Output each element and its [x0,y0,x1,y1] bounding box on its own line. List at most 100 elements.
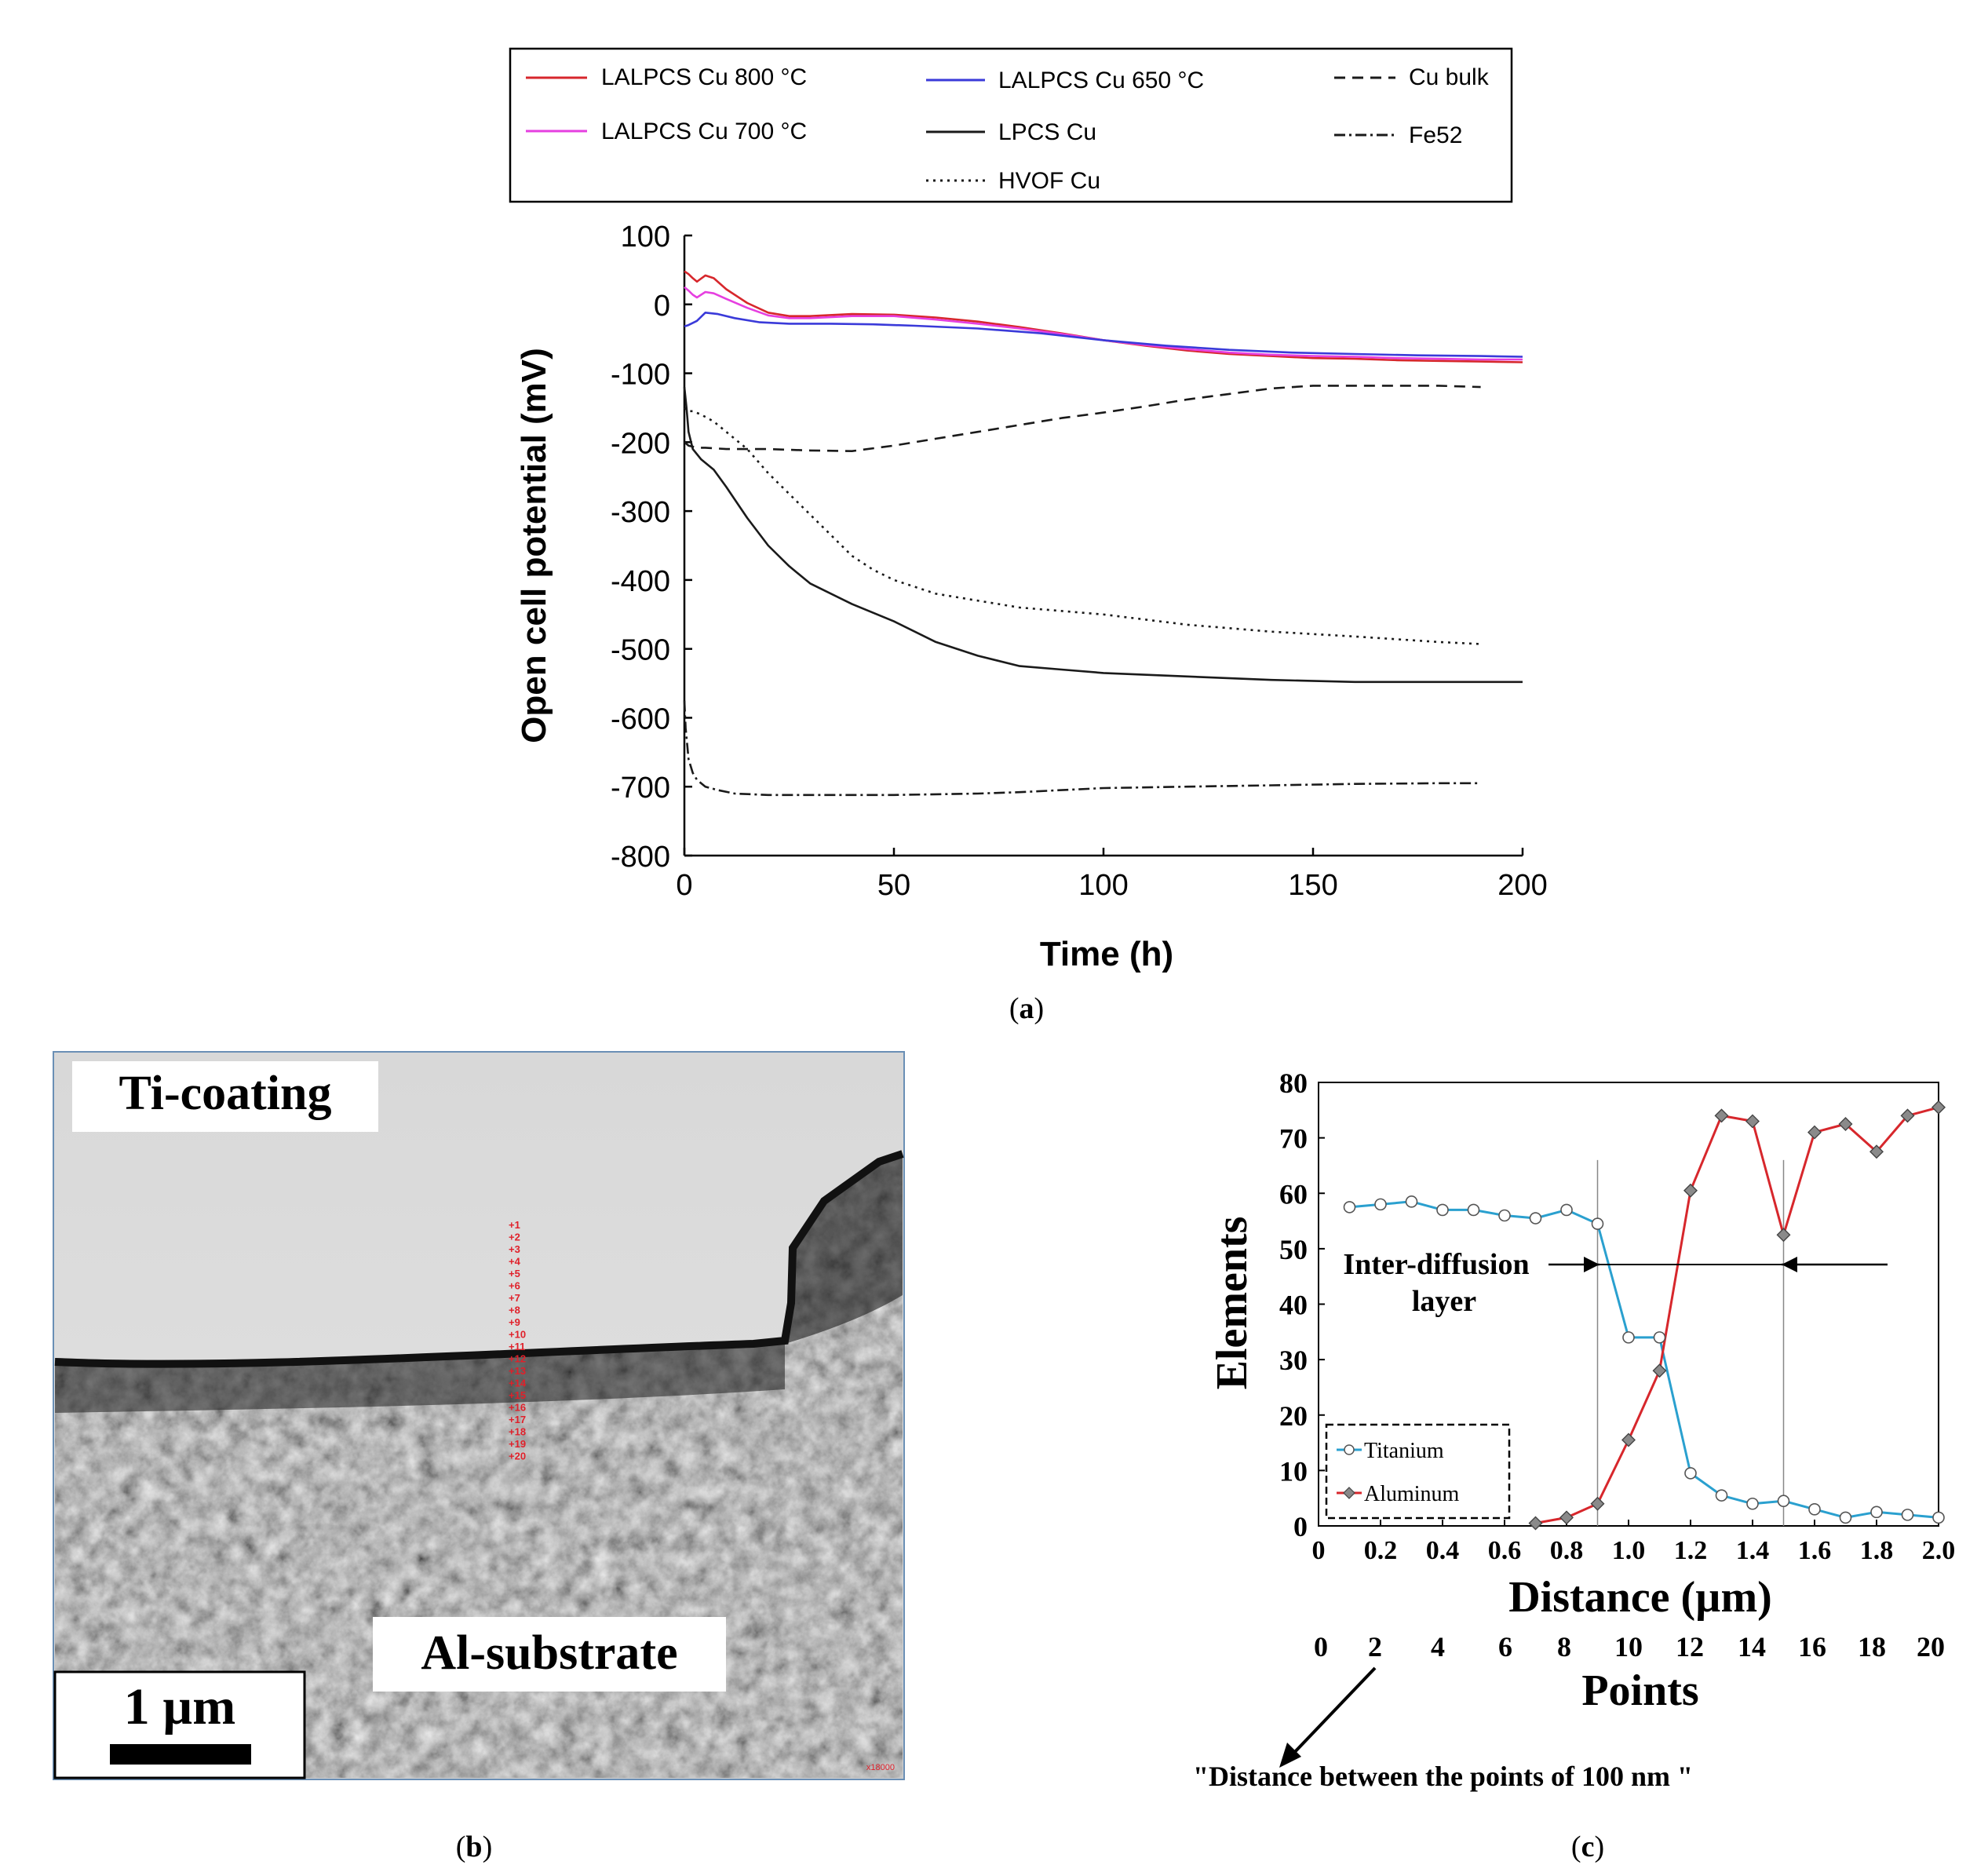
x-axis-title-a: Time (h) [1040,935,1173,973]
data-point-aluminum [1714,1108,1729,1123]
scan-point-marker: +2 [509,1232,520,1243]
y-tick-label-c: 70 [1279,1123,1308,1155]
scan-point-marker: +8 [509,1305,520,1316]
legend-label-700: LALPCS Cu 700 °C [601,119,807,144]
points-tick-label: 4 [1431,1631,1445,1662]
data-point-aluminum [1869,1144,1884,1159]
legend-c: Titanium Aluminum [1325,1423,1511,1520]
scan-point-marker: +1 [509,1219,520,1231]
scan-point-marker: +16 [509,1402,526,1414]
x-tick-label-c: 1.0 [1612,1536,1646,1565]
points-tick-label: 14 [1738,1631,1766,1662]
x-ticks-a: 0 50 100 150 200 [676,848,1548,902]
points-tick-label: 6 [1498,1631,1512,1662]
annotation-arrowhead-left [1584,1257,1600,1272]
y-tick-label-a: -800 [611,841,670,874]
scan-point-marker: +10 [509,1329,526,1341]
data-point-titanium [1436,1203,1449,1217]
y-tick-label-a: -600 [611,703,670,735]
magnification-label: x18000 [866,1763,895,1772]
data-point-titanium [1405,1195,1418,1208]
annotation-arrowhead-right [1782,1257,1797,1272]
x-tick-label-a: 50 [877,869,910,902]
scan-point-marker: +12 [509,1353,526,1365]
scan-point-marker: +20 [509,1451,526,1462]
series-line-aluminum [1535,1106,1939,1524]
scan-point-marker: +17 [509,1414,526,1425]
series-line-lalpcs-cu-800-c [684,270,1523,363]
legend-marker-aluminum [1343,1487,1355,1499]
data-point-titanium [1870,1506,1883,1519]
scan-point-marker: +4 [509,1256,521,1268]
data-point-titanium [1746,1497,1759,1510]
x-tick-label-c: 0 [1312,1536,1326,1565]
legend-label-cubulk: Cu bulk [1409,64,1490,90]
x-tick-label-c: 0.2 [1364,1536,1398,1565]
y-tick-label-a: -200 [611,427,670,460]
annotation-label-line2: layer [1412,1285,1476,1318]
y-tick-label-c: 10 [1279,1455,1308,1487]
annotation-label-box [1325,1246,1548,1317]
note-arrowhead [1279,1743,1301,1768]
x-tick-label-a: 150 [1288,869,1337,902]
data-point-titanium [1374,1198,1387,1211]
interdiffusion-annotation: Inter-diffusion layer [1325,1246,1888,1318]
al-substrate-label-box [373,1617,726,1692]
points-tick-label: 10 [1614,1631,1643,1662]
data-point-aluminum [1559,1510,1574,1525]
series-a [683,270,1523,797]
y-tick-label-c: 80 [1279,1068,1308,1099]
axes-a: 100 0 -100 -200 -300 -400 -500 -600 -700 -800 0 50… [611,221,1548,902]
y-ticks-a: 100 0 -100 -200 -300 -400 -500 -600 -700 -800 [611,221,692,874]
legend-label-aluminum: Aluminum [1364,1482,1460,1506]
data-point-aluminum [1683,1183,1698,1198]
data-point-titanium [1777,1495,1790,1508]
data-point-titanium [1684,1467,1697,1480]
y-tick-label-c: 50 [1279,1234,1308,1265]
x-tick-label-c: 2.0 [1922,1536,1956,1565]
points-tick-label: 20 [1917,1631,1945,1662]
data-point-aluminum [1528,1516,1543,1531]
x-tick-label-c: 1.6 [1798,1536,1832,1565]
points-title: Points [1581,1666,1698,1715]
data-point-titanium [1529,1212,1542,1224]
scan-point-marker: +18 [509,1426,526,1438]
caption-a: (a) [1009,992,1044,1025]
annotation-label-line1: Inter-diffusion [1343,1248,1529,1281]
y-tick-label-c: 30 [1279,1345,1308,1376]
x-tick-label-c: 1.4 [1736,1536,1770,1565]
ti-coating-label: Ti-coating [119,1067,332,1120]
legend-label-hvof: HVOF Cu [998,168,1100,194]
points-tick-label: 18 [1858,1631,1886,1662]
data-point-titanium [1622,1331,1635,1344]
scan-point-marker: +15 [509,1389,526,1401]
data-point-titanium [1901,1509,1914,1521]
legend-label-fe52: Fe52 [1409,122,1462,148]
points-tick-label: 12 [1676,1631,1704,1662]
data-point-titanium [1715,1489,1728,1502]
scan-point-marker: +13 [509,1365,526,1377]
ti-coating-label-box [72,1061,378,1132]
data-point-titanium [1467,1203,1480,1217]
data-point-aluminum [1931,1100,1946,1115]
legend-label-titanium: Titanium [1364,1439,1444,1463]
points-tick-label: 0 [1314,1631,1328,1662]
points-axis: 0 2 4 6 8 10 12 14 16 18 20 [1314,1631,1945,1662]
scan-point-marker: +19 [509,1438,526,1450]
series-line-cu-bulk [684,385,1481,453]
x-axis-title-c: Distance (µm) [1508,1573,1772,1622]
data-point-titanium [1560,1203,1573,1217]
series-line-fe52 [683,700,1481,797]
line-scan-markers: +1+2+3+4+5+6+7+8+9+10+11+12+13+14+15+16+… [509,1219,527,1462]
x-tick-label-c: 0.4 [1426,1536,1460,1565]
scan-point-marker: +11 [509,1341,525,1352]
scan-point-marker: +3 [509,1243,520,1255]
caption-c: (c) [1571,1830,1604,1863]
y-tick-label-c: 40 [1279,1290,1308,1321]
y-tick-label-a: 0 [654,290,670,323]
x-tick-label-a: 0 [676,869,692,902]
y-tick-label-c: 0 [1293,1511,1308,1542]
legend-a: LALPCS Cu 800 °C LALPCS Cu 700 °C LALPCS… [509,47,1513,203]
scan-point-marker: +7 [509,1292,520,1304]
x-tick-label-c: 0.6 [1488,1536,1522,1565]
